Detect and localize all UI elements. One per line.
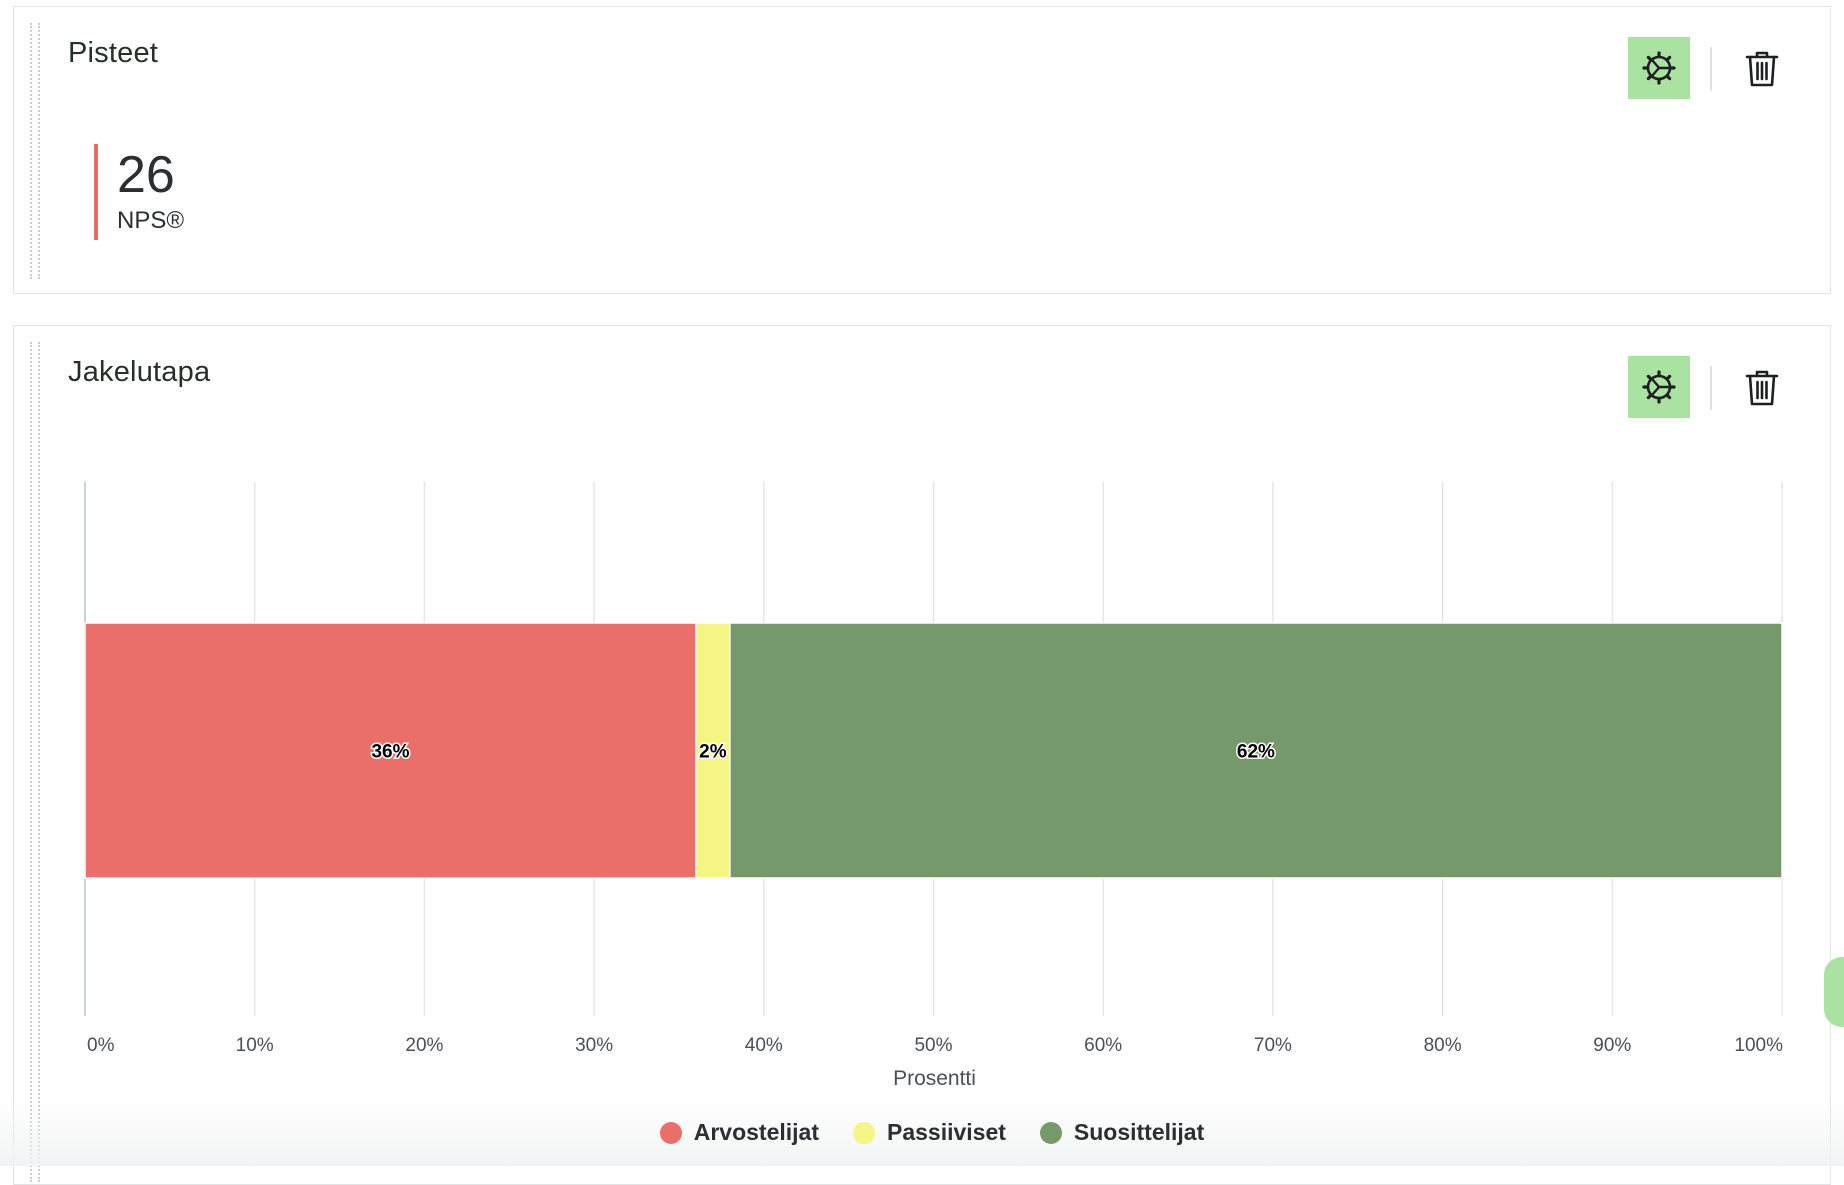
- nps-score-label: NPS®: [117, 207, 185, 234]
- legend-item[interactable]: Passiiviset: [852, 1119, 1006, 1146]
- trash-icon: [1745, 370, 1779, 406]
- nps-score-value: 26: [117, 146, 175, 204]
- gear-icon: [1642, 370, 1676, 404]
- trash-icon: [1745, 51, 1779, 87]
- gear-icon: [1642, 51, 1676, 85]
- widget-title: Pisteet: [68, 37, 159, 69]
- legend-marker: [659, 1121, 682, 1144]
- legend-item[interactable]: Suosittelijat: [1039, 1119, 1205, 1146]
- drag-handle[interactable]: [30, 23, 40, 279]
- settings-button[interactable]: [1628, 37, 1690, 99]
- delete-button[interactable]: [1737, 362, 1787, 414]
- widget-title: Jakelutapa: [68, 356, 211, 388]
- button-divider: [1710, 366, 1712, 410]
- legend-label: Passiiviset: [886, 1119, 1006, 1145]
- legend-marker: [852, 1121, 875, 1144]
- nps-score-block: 26 NPS®: [94, 144, 184, 240]
- legend-marker: [1039, 1121, 1062, 1144]
- legend-label: Suosittelijat: [1073, 1119, 1205, 1145]
- settings-button[interactable]: [1628, 356, 1690, 418]
- legend-label: Arvostelijat: [693, 1119, 819, 1145]
- chart-legend: Arvostelijat Passiiviset Suosittelijat: [0, 1119, 1844, 1146]
- score-widget: Pisteet: [13, 6, 1831, 294]
- side-feedback-tab[interactable]: [1824, 957, 1844, 1027]
- distribution-widget: Jakelutapa: [13, 325, 1831, 1185]
- drag-handle[interactable]: [30, 342, 40, 1182]
- legend-item[interactable]: Arvostelijat: [659, 1119, 819, 1146]
- button-divider: [1710, 47, 1712, 91]
- delete-button[interactable]: [1737, 43, 1787, 95]
